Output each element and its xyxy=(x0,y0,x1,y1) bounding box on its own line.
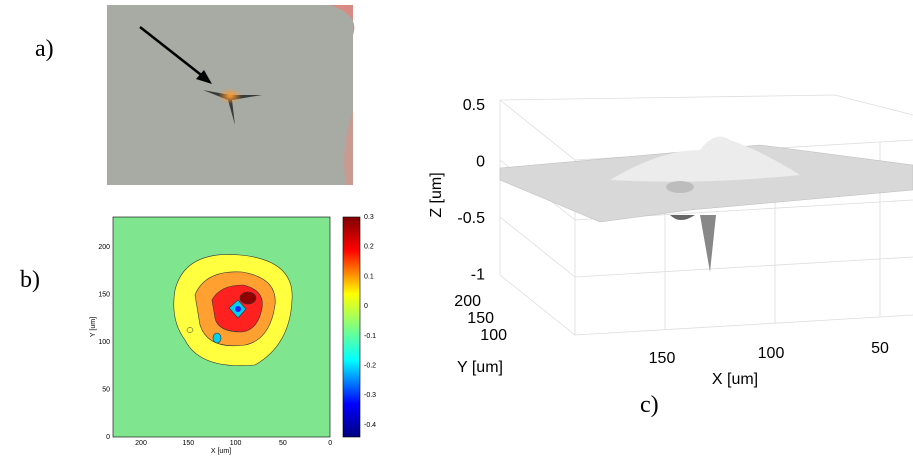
x-tick-label: 0 xyxy=(328,440,332,447)
colorbar-tick-label: 0.3 xyxy=(364,214,374,221)
x-tick-label: 200 xyxy=(135,440,147,447)
x-axis-label: X [um] xyxy=(712,371,758,388)
colorbar-tick-label: -0.1 xyxy=(364,333,376,340)
micrograph xyxy=(107,5,355,185)
colorbar-tick-label: 0.2 xyxy=(364,244,374,251)
x-tick-label: 50 xyxy=(871,340,889,357)
contour-map: b) X [um] Y [um] xyxy=(20,216,361,455)
y-tick-label: 150 xyxy=(467,310,494,327)
y-tick-label: 150 xyxy=(98,292,110,299)
colorbar-tick-label: -0.4 xyxy=(364,422,376,429)
z-axis-label: Z [um] xyxy=(428,172,445,217)
y-tick-label: 50 xyxy=(102,387,110,394)
surface-plot xyxy=(499,94,913,336)
colorbar-tick-label: 0 xyxy=(364,303,368,310)
x-tick-label: 150 xyxy=(649,350,676,367)
x-tick-label: 100 xyxy=(230,440,242,447)
y-tick-label: 200 xyxy=(454,293,481,310)
x-tick-label: 50 xyxy=(279,440,287,447)
colorbar-tick-label: -0.2 xyxy=(364,363,376,370)
z-tick-label: 0.5 xyxy=(463,97,485,114)
y-tick-label: 100 xyxy=(98,339,110,346)
y-tick-label: 0 xyxy=(106,434,110,441)
x-tick-label: 100 xyxy=(758,345,785,362)
x-tick-label: 150 xyxy=(182,440,194,447)
z-tick-label: -0.5 xyxy=(457,210,485,227)
panel-label: c) xyxy=(640,392,659,418)
x-axis-label: X [um] xyxy=(211,448,231,455)
surface: c) Z [um] Y [um] X [um] xyxy=(428,136,913,418)
z-tick-label: 0 xyxy=(476,154,485,171)
z-tick-label: -1 xyxy=(471,267,485,284)
y-axis-label: Y [um] xyxy=(457,359,503,376)
panel-label: a) xyxy=(35,36,54,62)
y-tick-label: 100 xyxy=(480,327,507,344)
y-axis-label: Y [um] xyxy=(90,317,97,337)
y-tick-label: 200 xyxy=(98,244,110,251)
panel-label: b) xyxy=(20,267,40,293)
colorbar-tick-label: -0.3 xyxy=(364,392,376,399)
colorbar-tick-label: 0.1 xyxy=(364,273,374,280)
